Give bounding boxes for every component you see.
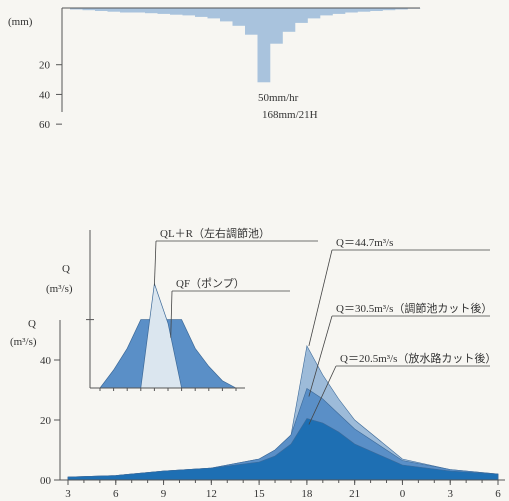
discharge-annotation-label: Q＝20.5m³/s（放水路カット後） — [340, 351, 496, 365]
rainfall-bar — [345, 8, 358, 13]
discharge-annotation-leader — [308, 249, 333, 346]
discharge-y-tick-label: 00 — [40, 475, 52, 487]
rainfall-bar — [120, 8, 133, 13]
rainfall-bar — [182, 8, 196, 16]
rainfall-y-tick-label: 60 — [39, 119, 51, 131]
rainfall-bar — [307, 8, 321, 19]
rainfall-bar — [282, 8, 296, 32]
rainfall-bar — [257, 8, 271, 83]
rainfall-y-tick-label: 20 — [39, 60, 51, 72]
inset-annotation-leader — [154, 240, 157, 286]
rainfall-bar — [232, 8, 246, 26]
rainfall-y-tick-label: 40 — [39, 89, 51, 101]
discharge-annotation-label: Q＝30.5m³/s（調節池カット後） — [336, 301, 492, 315]
rainfall-bar — [107, 8, 121, 12]
rainfall-y-axis-label: (mm) — [8, 16, 33, 28]
inset-y-label-q: Q — [62, 263, 70, 275]
discharge-y-tick-label: 40 — [40, 355, 52, 367]
discharge-x-tick-label: 12 — [206, 488, 217, 500]
rainfall-bar — [357, 8, 371, 12]
inset-annotation-label: QF（ポンプ） — [176, 277, 245, 290]
discharge-x-tick-label: 6 — [113, 488, 119, 500]
rainfall-bar — [145, 8, 158, 14]
discharge-x-tick-label: 18 — [301, 488, 313, 500]
rainfall-bar — [82, 8, 96, 11]
rainfall-bar — [320, 8, 333, 16]
rainfall-bar — [132, 8, 146, 13]
rainfall-bar — [332, 8, 346, 14]
discharge-x-tick-label: 21 — [349, 488, 360, 500]
rainfall-bar — [295, 8, 308, 23]
discharge-x-tick-label: 3 — [65, 488, 71, 500]
discharge-x-tick-label: 15 — [254, 488, 266, 500]
discharge-y-label-q: Q — [28, 318, 36, 330]
discharge-area-series-3 — [67, 418, 499, 481]
discharge-x-tick-label: 0 — [400, 488, 406, 500]
rainfall-peak-annotation: 50mm/hr — [258, 92, 299, 104]
discharge-x-tick-label: 6 — [495, 488, 501, 500]
rainfall-bar — [382, 8, 396, 11]
inset-annotation-label: QL＋R（左右調節池） — [160, 226, 270, 240]
rainfall-bar — [207, 8, 221, 19]
rainfall-bar — [95, 8, 108, 11]
inset-annotation-leader — [170, 290, 173, 338]
rainfall-bar — [170, 8, 183, 15]
rainfall-bar — [395, 8, 408, 10]
rainfall-bar — [370, 8, 383, 11]
discharge-y-label-unit: (m³/s) — [10, 336, 37, 348]
discharge-annotation-label: Q＝44.7m³/s — [336, 237, 393, 249]
discharge-x-tick-label: 9 — [161, 488, 167, 500]
discharge-x-tick-label: 3 — [447, 488, 453, 500]
rainfall-bar — [157, 8, 171, 14]
inset-y-label-unit: (m³/s) — [46, 283, 73, 295]
rainfall-bar — [195, 8, 208, 17]
rainfall-bar — [245, 8, 258, 35]
rainfall-bar — [270, 8, 283, 44]
rainfall-bar — [220, 8, 233, 22]
discharge-annotation-leader — [308, 315, 333, 397]
rainfall-total-annotation: 168mm/21H — [262, 109, 318, 121]
rainfall-bar — [70, 8, 83, 10]
discharge-y-tick-label: 20 — [40, 415, 52, 427]
discharge-annotation-leader — [308, 365, 337, 425]
